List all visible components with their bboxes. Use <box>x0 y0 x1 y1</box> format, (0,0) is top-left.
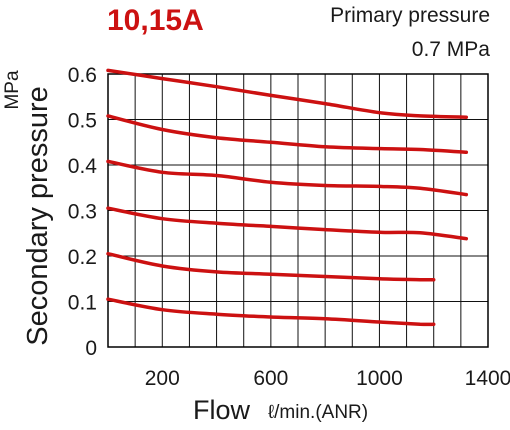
x-tick-labels: 200 600 1000 1400 <box>145 367 510 390</box>
series-line <box>106 297 436 327</box>
series-line <box>106 159 469 197</box>
y-tick-label: 0.2 <box>68 246 97 269</box>
y-tick-label: 0.3 <box>68 201 97 224</box>
plot-frame <box>107 73 489 348</box>
series-line <box>106 114 469 155</box>
y-tick-label: 0.5 <box>68 110 97 133</box>
chart-title: 10,15A <box>107 4 204 37</box>
x-tick-label: 1000 <box>356 367 403 390</box>
x-tick-label: 600 <box>253 367 288 390</box>
x-axis-unit: ℓ/min.(ANR) <box>268 402 368 423</box>
primary-pressure-label: Primary pressure <box>330 4 490 27</box>
x-axis-label: Flow <box>193 395 251 425</box>
y-tick-label: 0.6 <box>68 64 97 87</box>
series-line <box>106 206 469 241</box>
primary-pressure-value: 0.7 MPa <box>412 38 491 61</box>
y-tick-labels: 0 0.1 0.2 0.3 0.4 0.5 0.6 <box>68 64 98 360</box>
y-tick-label: 0 <box>85 337 97 360</box>
series-group <box>106 68 469 327</box>
y-axis-unit: MPa <box>2 70 23 110</box>
x-tick-label: 1400 <box>465 367 510 390</box>
series-line <box>106 68 469 119</box>
y-tick-label: 0.1 <box>68 292 97 315</box>
series-line <box>106 251 436 282</box>
x-tick-label: 200 <box>145 367 180 390</box>
y-tick-label: 0.4 <box>68 155 98 178</box>
y-axis-label: Secondary pressure <box>22 86 54 346</box>
grid <box>108 74 488 347</box>
